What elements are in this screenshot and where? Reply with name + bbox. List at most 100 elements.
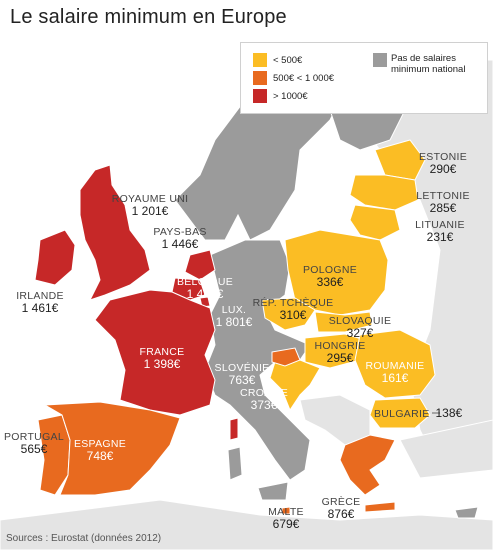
- country-value: 1 398€: [143, 357, 181, 371]
- country-label-royaume-uni: ROYAUME UNI 1 201€: [112, 193, 189, 217]
- country-value: 679€: [272, 517, 300, 531]
- country-value: 1 801€: [215, 315, 253, 329]
- region-belgique: [171, 277, 206, 301]
- country-label-espagne: ESPAGNE 748€: [74, 438, 126, 462]
- legend-mid: 500€ < 1 000€: [253, 71, 334, 85]
- country-label-lux: LUX. 1 801€: [216, 304, 253, 328]
- country-label-lituanie: LITUANIE 231€: [415, 219, 465, 243]
- country-name: GRÈCE: [321, 496, 361, 508]
- country-value: 748€: [86, 449, 114, 463]
- country-value: 373€: [250, 398, 278, 412]
- country-name: ESTONIE: [418, 151, 468, 163]
- country-label-estonie: ESTONIE 290€: [419, 151, 467, 175]
- country-label-slovenie: SLOVÉNIE 763€: [215, 362, 270, 386]
- country-name: LUX.: [221, 304, 247, 316]
- legend-low-swatch: [253, 53, 267, 67]
- country-label-france: FRANCE 1 398€: [140, 346, 185, 370]
- region-slovaquie: [314, 311, 373, 333]
- country-label-bulgarie: BULGARIE 138€: [374, 407, 462, 420]
- country-name: BULGARIE: [374, 408, 430, 420]
- region-espagne: [43, 401, 181, 496]
- region-pologne: [284, 229, 389, 316]
- region-rep-tcheque: [261, 297, 316, 331]
- region-france: [94, 289, 216, 416]
- country-name: SLOVAQUIE: [328, 315, 392, 327]
- country-name: FRANCE: [139, 346, 185, 358]
- region-grece: [339, 434, 396, 496]
- country-value: 161€: [381, 371, 409, 385]
- country-value: 310€: [279, 308, 307, 322]
- land-north-africa: [0, 499, 493, 550]
- legend-mid-swatch: [253, 71, 267, 85]
- country-label-croatie: CROATIE 373€: [240, 387, 288, 411]
- country-value: 295€: [326, 351, 354, 365]
- country-value: 1 461€: [21, 301, 59, 315]
- legend-none-swatch: [373, 53, 387, 67]
- country-value: 1 201€: [131, 204, 169, 218]
- land-turkey: [399, 419, 493, 479]
- country-name: BELGIQUE: [176, 276, 234, 288]
- country-name: MALTE: [268, 506, 304, 518]
- region-roumanie: [354, 329, 436, 399]
- legend-low-label: < 500€: [273, 54, 303, 66]
- country-name: PORTUGAL: [4, 431, 64, 443]
- legend-none-label: Pas de salaires minimum national: [391, 53, 466, 75]
- region-lituanie: [349, 204, 401, 241]
- country-value: 231€: [426, 230, 454, 244]
- region-sicily: [257, 481, 289, 501]
- country-name: SLOVÉNIE: [214, 362, 270, 374]
- country-value: 138€: [435, 406, 463, 420]
- country-name: RÉP. TCHÈQUE: [252, 297, 334, 309]
- country-value: 763€: [228, 373, 256, 387]
- country-name: ROYAUME UNI: [111, 193, 189, 205]
- country-name: LETTONIE: [416, 190, 470, 202]
- country-label-slovaquie: SLOVAQUIE 327€: [329, 315, 392, 339]
- region-sardinia: [227, 446, 243, 481]
- country-name: CROATIE: [240, 387, 288, 399]
- country-label-portugal: PORTUGAL 565€: [4, 431, 64, 455]
- country-value: 327€: [346, 326, 374, 340]
- country-name: POLOGNE: [302, 264, 358, 276]
- country-label-lettonie: LETTONIE 285€: [416, 190, 470, 214]
- region-crete: [364, 501, 396, 513]
- country-name: ESPAGNE: [73, 438, 127, 450]
- region-slovenie: [271, 347, 301, 367]
- country-name: HONGRIE: [314, 340, 366, 352]
- country-label-grece: GRÈCE 876€: [322, 496, 361, 520]
- country-label-belgique: BELGIQUE 1 443€: [177, 276, 233, 300]
- country-value: 285€: [429, 201, 457, 215]
- country-value: 876€: [327, 507, 355, 521]
- country-name: LITUANIE: [415, 219, 465, 231]
- legend-mid-label: 500€ < 1 000€: [273, 72, 335, 84]
- country-value: 1 443€: [186, 287, 224, 301]
- country-label-irlande: IRLANDE 1 461€: [16, 290, 64, 314]
- legend: < 500€ 500€ < 1 000€ > 1000€ Pas de sala…: [240, 42, 488, 114]
- country-label-hongrie: HONGRIE 295€: [314, 340, 365, 364]
- country-label-malte: MALTE 679€: [268, 506, 304, 530]
- country-name: PAYS-BAS: [153, 226, 207, 238]
- legend-high-swatch: [253, 89, 267, 103]
- country-value: 336€: [316, 275, 344, 289]
- region-malte: [281, 506, 291, 515]
- country-name: ROUMANIE: [365, 360, 425, 372]
- region-pays-bas: [184, 249, 216, 281]
- country-label-rep-tcheque: RÉP. TCHÈQUE 310€: [253, 297, 334, 321]
- country-label-pays-bas: PAYS-BAS 1 446€: [153, 226, 206, 250]
- country-value: 565€: [20, 442, 48, 456]
- land-balkans: [299, 394, 371, 446]
- country-value: 290€: [429, 162, 457, 176]
- country-label-pologne: POLOGNE 336€: [303, 264, 357, 288]
- region-estonie: [374, 139, 426, 181]
- region-irlande: [34, 229, 76, 286]
- legend-high: > 1000€: [253, 89, 308, 103]
- region-bulgarie: [369, 397, 431, 429]
- legend-high-label: > 1000€: [273, 90, 308, 102]
- legend-low: < 500€: [253, 53, 302, 67]
- map-title: Le salaire minimum en Europe: [10, 6, 287, 28]
- region-royaume-uni: [79, 164, 151, 301]
- region-corse: [229, 417, 239, 441]
- source-note: Sources : Eurostat (données 2012): [6, 533, 162, 544]
- region-croatie: [269, 359, 321, 412]
- country-label-roumanie: ROUMANIE 161€: [366, 360, 425, 384]
